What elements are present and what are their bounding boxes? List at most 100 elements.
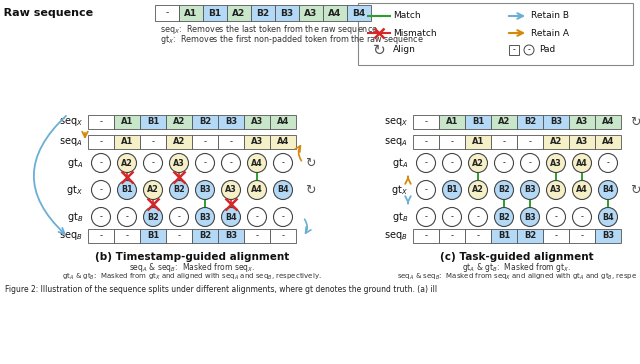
Text: ↻: ↻ (630, 183, 640, 197)
Text: -: - (451, 138, 454, 146)
Text: B2: B2 (498, 213, 510, 222)
Text: B3: B3 (524, 213, 536, 222)
Text: -: - (230, 158, 232, 167)
Text: gt$_B$: gt$_B$ (67, 210, 83, 224)
Text: -: - (152, 158, 154, 167)
Text: A2: A2 (550, 138, 562, 146)
FancyBboxPatch shape (595, 229, 621, 243)
Text: -: - (99, 138, 102, 146)
FancyBboxPatch shape (439, 229, 465, 243)
Circle shape (524, 45, 534, 55)
FancyBboxPatch shape (88, 229, 114, 243)
Text: A3: A3 (225, 186, 237, 194)
Text: Align: Align (393, 46, 416, 55)
Text: Figure 2: Illustration of the sequence splits under different alignments, where : Figure 2: Illustration of the sequence s… (5, 285, 437, 294)
FancyBboxPatch shape (465, 115, 491, 129)
Text: B2: B2 (173, 186, 185, 194)
Text: gt$_A$: gt$_A$ (67, 156, 83, 170)
Text: -: - (100, 213, 102, 222)
FancyBboxPatch shape (244, 229, 270, 243)
Text: A1: A1 (472, 138, 484, 146)
Text: -: - (152, 138, 154, 146)
FancyBboxPatch shape (439, 115, 465, 129)
Text: B1: B1 (472, 118, 484, 127)
Text: -: - (502, 138, 506, 146)
Text: ↻: ↻ (630, 115, 640, 128)
Text: -: - (451, 213, 453, 222)
Text: B3: B3 (199, 186, 211, 194)
Text: (a) Raw sequence: (a) Raw sequence (0, 8, 93, 18)
Text: -: - (607, 158, 609, 167)
Circle shape (468, 154, 488, 173)
Text: -: - (230, 138, 232, 146)
Text: Retain A: Retain A (531, 28, 569, 37)
FancyBboxPatch shape (543, 135, 569, 149)
Circle shape (547, 154, 566, 173)
Text: seq$_A$ & seq$_B$:  Masked from seq$_X$.: seq$_A$ & seq$_B$: Masked from seq$_X$. (129, 261, 255, 274)
FancyBboxPatch shape (413, 115, 439, 129)
Text: -: - (451, 232, 454, 241)
Text: A1: A1 (121, 138, 133, 146)
Text: A3: A3 (550, 158, 562, 167)
Text: -: - (100, 186, 102, 194)
Circle shape (417, 207, 435, 226)
FancyBboxPatch shape (517, 115, 543, 129)
Text: A1: A1 (184, 8, 198, 17)
Text: seq$_B$: seq$_B$ (385, 230, 408, 242)
Text: gt$_X$: gt$_X$ (391, 183, 408, 197)
Text: B4: B4 (602, 186, 614, 194)
Text: (b) Timestamp-guided alignment: (b) Timestamp-guided alignment (95, 252, 289, 262)
Text: -: - (529, 158, 531, 167)
Text: -: - (424, 158, 428, 167)
Text: -: - (282, 158, 284, 167)
FancyBboxPatch shape (413, 135, 439, 149)
FancyBboxPatch shape (114, 135, 140, 149)
Text: -: - (165, 8, 168, 17)
Text: -: - (177, 232, 180, 241)
Text: B1: B1 (446, 186, 458, 194)
Text: B3: B3 (225, 118, 237, 127)
Text: gt$_A$ & gt$_B$:  Masked from gt$_X$.: gt$_A$ & gt$_B$: Masked from gt$_X$. (462, 261, 572, 274)
Text: A4: A4 (251, 186, 263, 194)
FancyBboxPatch shape (270, 229, 296, 243)
FancyBboxPatch shape (140, 135, 166, 149)
Text: -: - (554, 232, 557, 241)
Text: ↻: ↻ (305, 183, 316, 197)
Text: A4: A4 (576, 158, 588, 167)
FancyBboxPatch shape (192, 135, 218, 149)
Circle shape (118, 181, 136, 199)
FancyBboxPatch shape (179, 5, 203, 21)
Text: A2: A2 (498, 118, 510, 127)
Text: B3: B3 (524, 186, 536, 194)
Text: seq$_X$:  Removes the last token from the raw sequence.: seq$_X$: Removes the last token from the… (160, 24, 380, 36)
Text: B3: B3 (225, 232, 237, 241)
Text: B1: B1 (147, 118, 159, 127)
Text: B2: B2 (524, 232, 536, 241)
Text: seq$_A$: seq$_A$ (60, 136, 83, 148)
Text: A4: A4 (576, 186, 588, 194)
Text: A2: A2 (173, 138, 185, 146)
Circle shape (495, 207, 513, 226)
Circle shape (92, 154, 111, 173)
Circle shape (520, 207, 540, 226)
Text: B3: B3 (199, 213, 211, 222)
Text: seq$_A$ & seq$_B$:  Masked from seq$_X$ and aligned with gt$_A$ and gt$_B$, resp: seq$_A$ & seq$_B$: Masked from seq$_X$ a… (397, 272, 637, 282)
Text: A4: A4 (251, 158, 263, 167)
Circle shape (547, 207, 566, 226)
Text: seq$_X$: seq$_X$ (384, 116, 408, 128)
Text: -: - (100, 158, 102, 167)
Text: A4: A4 (277, 118, 289, 127)
FancyBboxPatch shape (465, 229, 491, 243)
Text: B2: B2 (199, 232, 211, 241)
Circle shape (520, 154, 540, 173)
FancyBboxPatch shape (323, 5, 347, 21)
Circle shape (273, 181, 292, 199)
FancyBboxPatch shape (543, 115, 569, 129)
Circle shape (170, 181, 189, 199)
Text: -: - (99, 118, 102, 127)
Text: ↻: ↻ (372, 43, 385, 58)
Circle shape (442, 181, 461, 199)
Text: Pad: Pad (539, 46, 556, 55)
Text: -: - (424, 186, 428, 194)
Text: A4: A4 (602, 138, 614, 146)
